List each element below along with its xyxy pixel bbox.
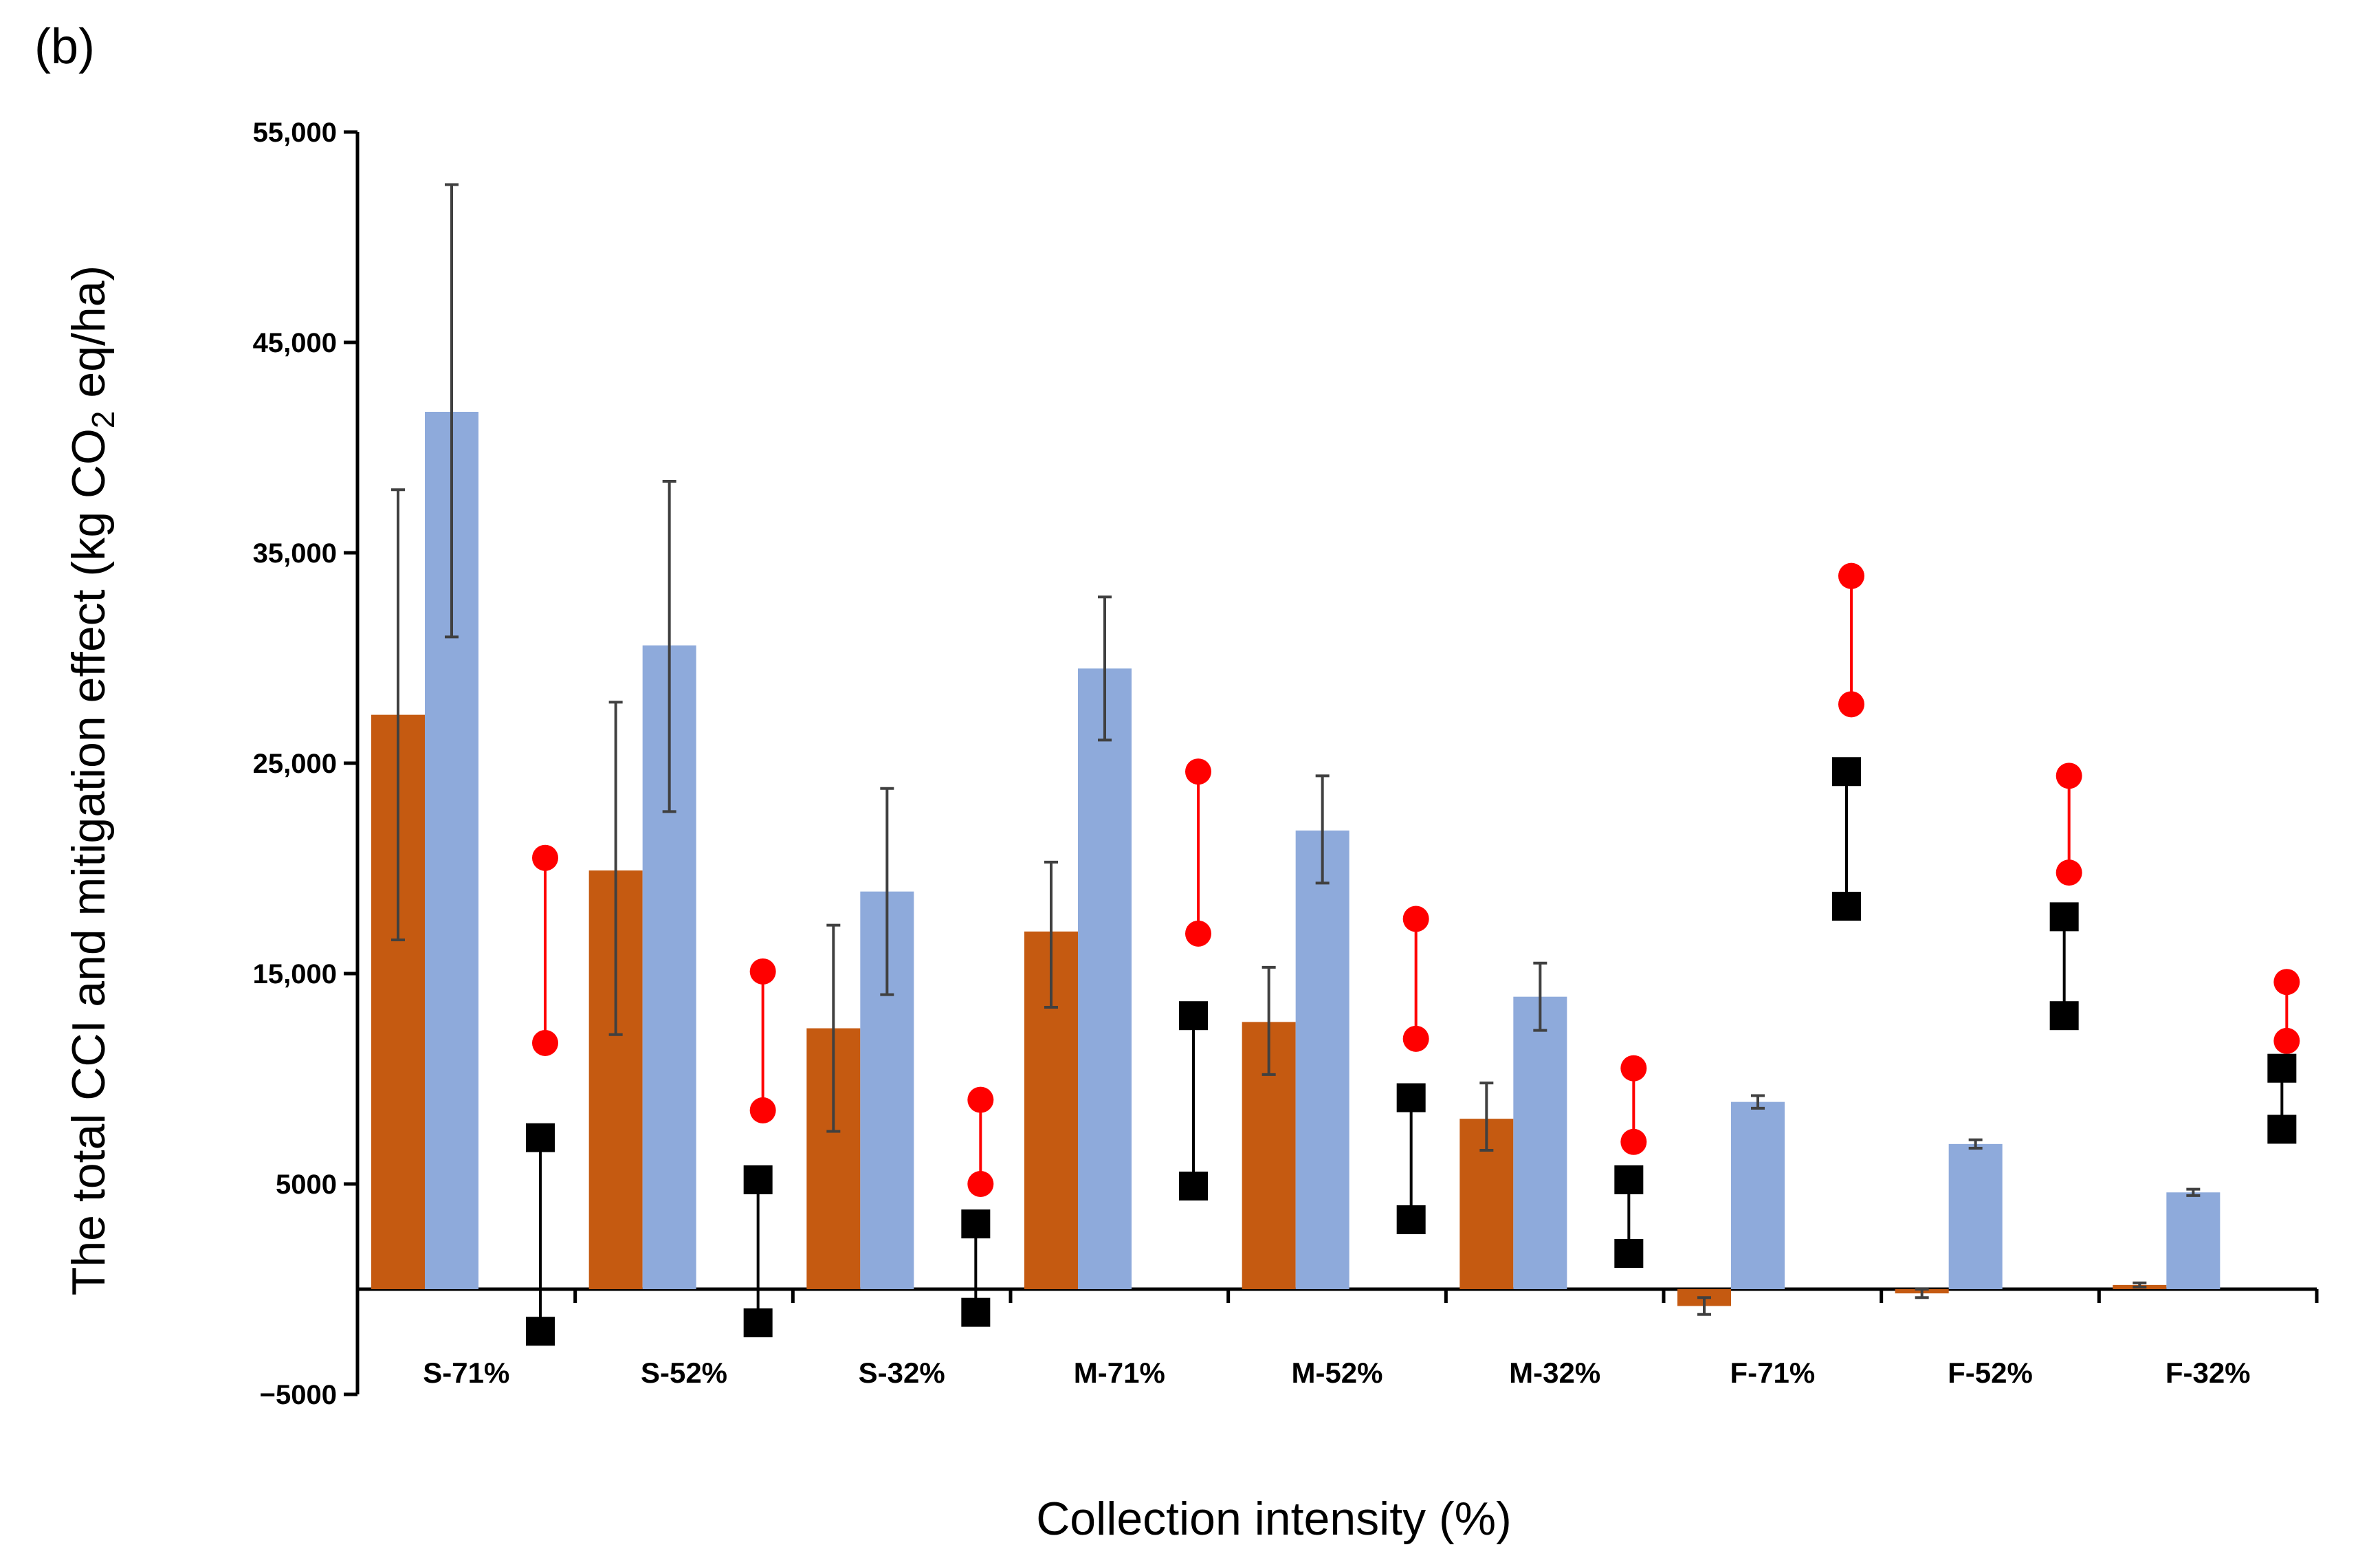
range-marker-low	[2056, 859, 2082, 886]
range-marker-low	[1179, 1172, 1208, 1201]
x-category-label: S-52%	[641, 1357, 727, 1389]
y-axis: −5000 5000 15,000 25,000 35,000 45,000 55,000	[253, 118, 360, 1410]
range-marker-high	[1614, 1165, 1644, 1194]
range-marker-high	[526, 1123, 555, 1152]
range-marker-high	[532, 844, 558, 871]
x-category-label: F-52%	[1948, 1357, 2033, 1389]
range-marker-low	[2273, 1027, 2300, 1054]
y-tick-label: 35,000	[253, 538, 337, 569]
range-marker-high	[2049, 902, 2079, 932]
range-marker-low	[961, 1297, 991, 1327]
range-marker-high	[2056, 762, 2082, 789]
x-category-label: F-71%	[1730, 1357, 1815, 1389]
range-marker-high	[2267, 1053, 2297, 1083]
range-marker-high	[1402, 906, 1429, 932]
range-marker-low	[2049, 1001, 2079, 1031]
range-marker-low	[526, 1317, 555, 1346]
range-marker-low	[1396, 1205, 1426, 1235]
range-marker-low	[1185, 920, 1211, 947]
y-axis-title-prefix: The total CCI and mitigation effect (kg …	[63, 428, 115, 1295]
range-marker-high	[749, 958, 776, 985]
range-marker-low	[1832, 892, 1861, 921]
range-marker-high	[961, 1209, 991, 1239]
y-tick-label: 5000	[276, 1170, 337, 1200]
bar	[2166, 1192, 2221, 1289]
x-axis-title: Collection intensity (%)	[1036, 1493, 1512, 1545]
range-marker-low	[743, 1308, 773, 1337]
y-axis-title-subscript: 2	[85, 411, 121, 429]
range-marker-high	[1832, 757, 1861, 787]
range-marker-high	[743, 1165, 773, 1194]
bars	[371, 183, 2221, 1316]
x-category-label: S-32%	[859, 1357, 945, 1389]
range-marker-low	[1620, 1128, 1647, 1155]
x-category-label: M-32%	[1509, 1357, 1600, 1389]
range-marker-high	[1838, 562, 1864, 589]
x-category-label: F-32%	[2166, 1357, 2251, 1389]
range-marker-high	[1396, 1083, 1426, 1112]
y-tick-label: 25,000	[253, 749, 337, 779]
y-tick-label: 45,000	[253, 328, 337, 358]
range-marker-low	[532, 1029, 558, 1056]
bar	[1948, 1143, 2003, 1289]
range-marker-high	[2273, 969, 2300, 996]
y-tick-label: −5000	[260, 1380, 337, 1410]
range-marker-high	[1185, 758, 1211, 785]
x-category-label: S-71%	[423, 1357, 509, 1389]
range-marker-low	[1838, 691, 1864, 718]
bar	[1731, 1101, 1785, 1289]
range-marker-low	[1614, 1238, 1644, 1268]
range-marker-low	[1402, 1025, 1429, 1052]
range-marker-high	[967, 1086, 994, 1113]
y-axis-title-suffix: eq/ha)	[63, 265, 115, 411]
range-marker-low	[749, 1097, 776, 1123]
range-marker-low	[2267, 1115, 2297, 1144]
panel-label: (b)	[34, 19, 95, 74]
range-marker-high	[1179, 1001, 1208, 1031]
range-markers	[526, 562, 2300, 1346]
y-tick-label: 55,000	[253, 118, 337, 148]
x-axis: S-71% S-52% S-32% M-71% M-52% M-32% F-71% F-52%…	[355, 1287, 2319, 1389]
bar	[1295, 830, 1349, 1289]
y-axis-title: The total CCI and mitigation effect (kg …	[63, 265, 121, 1295]
bar	[1078, 668, 1132, 1289]
range-marker-low	[967, 1171, 994, 1197]
bar	[1513, 996, 1567, 1289]
range-marker-high	[1620, 1055, 1647, 1082]
y-tick-label: 15,000	[253, 959, 337, 989]
x-category-label: M-71%	[1074, 1357, 1165, 1389]
x-category-label: M-52%	[1291, 1357, 1382, 1389]
